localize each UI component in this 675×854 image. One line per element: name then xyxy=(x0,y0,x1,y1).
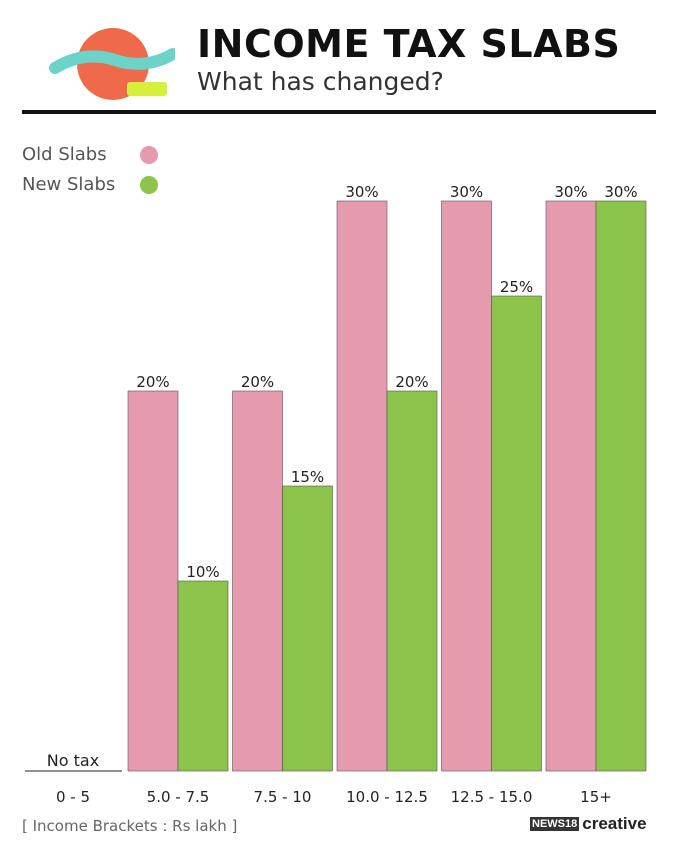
old-slab-bar xyxy=(336,200,388,772)
bar-value-label: 20% xyxy=(241,373,274,391)
legend-new-swatch xyxy=(140,176,158,194)
x-tick-label: 5.0 - 7.5 xyxy=(147,788,210,806)
bar-value-label: 30% xyxy=(450,183,483,201)
bar-value-label: 30% xyxy=(345,183,378,201)
budget-2020-logo xyxy=(49,28,175,100)
bar-value-label: 25% xyxy=(500,278,533,296)
x-tick-label: 12.5 - 15.0 xyxy=(451,788,533,806)
brand-name: creative xyxy=(582,814,647,833)
legend-old-swatch xyxy=(140,146,158,164)
annotation-no-tax: No tax xyxy=(47,751,99,770)
x-tick-label: 10.0 - 12.5 xyxy=(346,788,428,806)
news18-creative-logo: NEWS18 creative xyxy=(530,814,647,834)
brand-prefix: NEWS18 xyxy=(530,817,580,832)
bar-value-label: 20% xyxy=(136,373,169,391)
new-slab-bar xyxy=(386,390,438,772)
x-tick-label: 0 - 5 xyxy=(56,788,90,806)
new-slab-bar xyxy=(177,580,229,772)
x-axis-note: [ Income Brackets : Rs lakh ] xyxy=(22,817,238,835)
new-slab-bar xyxy=(282,485,333,772)
bar-value-label: 15% xyxy=(291,468,324,486)
legend-new-label: New Slabs xyxy=(22,174,116,195)
new-slab-bar xyxy=(491,295,542,772)
old-slab-bar xyxy=(127,390,179,772)
x-tick-label: 7.5 - 10 xyxy=(254,788,312,806)
page-subtitle: What has changed? xyxy=(197,67,444,96)
bar-value-label: 10% xyxy=(186,563,219,581)
bar-value-label: 30% xyxy=(554,183,587,201)
legend-old-label: Old Slabs xyxy=(22,144,107,165)
page-title: INCOME TAX SLABS xyxy=(197,22,621,66)
bar-chart: 0 - 5 No tax 5.0 - 7.5 20% 10% 7.5 - 10 20% 15%… xyxy=(25,183,647,806)
old-slab-bar xyxy=(232,390,283,772)
new-slab-bar xyxy=(595,200,647,772)
bar-value-label: 20% xyxy=(395,373,428,391)
header-divider xyxy=(22,110,656,114)
bar-value-label: 30% xyxy=(604,183,637,201)
old-slab-bar xyxy=(441,200,492,772)
old-slab-bar xyxy=(545,200,597,772)
x-tick-label: 15+ xyxy=(580,788,612,806)
